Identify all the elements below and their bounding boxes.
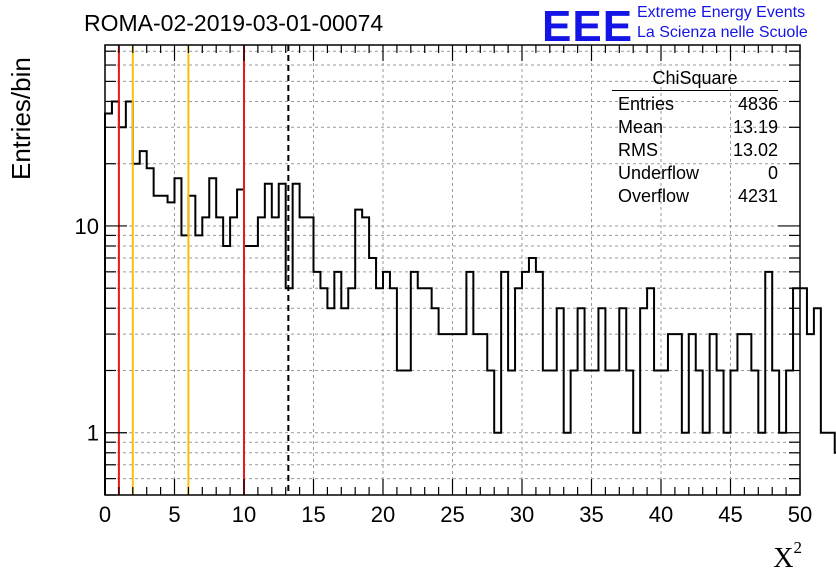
x-axis-label: X2	[773, 538, 802, 575]
x-tick-label: 10	[232, 502, 256, 527]
x-tick-label: 50	[788, 502, 812, 527]
x-tick-label: 0	[99, 502, 111, 527]
stats-box: ChiSquare Entries 4836 Mean 13.19 RMS 13.02…	[612, 68, 778, 208]
stats-row-underflow: Underflow 0	[612, 162, 778, 185]
x-axis-label-sup: 2	[793, 538, 803, 557]
stats-label: Overflow	[618, 186, 690, 206]
stats-row-mean: Mean 13.19	[612, 116, 778, 139]
x-tick-label: 25	[440, 502, 464, 527]
y-axis-label: Entries/bin	[6, 57, 36, 180]
stats-value: 13.19	[732, 117, 778, 137]
chart-title: ROMA-02-2019-03-01-00074	[84, 10, 384, 36]
x-tick-label: 5	[168, 502, 180, 527]
histogram-series	[104, 100, 836, 495]
x-tick-label: 15	[301, 502, 325, 527]
x-axis-label-base: X	[773, 543, 794, 574]
y-tick-label: 10	[75, 214, 99, 239]
x-tick-label: 40	[649, 502, 673, 527]
x-tick-label: 30	[510, 502, 534, 527]
x-tick-label: 20	[371, 502, 395, 527]
stats-label: Underflow	[618, 163, 700, 183]
stats-row-overflow: Overflow 4231	[612, 185, 778, 208]
x-tick-label: 35	[579, 502, 603, 527]
y-tick-label: 1	[87, 421, 99, 446]
stats-value: 0	[767, 163, 778, 183]
logo-line-1: Extreme Energy Events	[637, 4, 806, 21]
eee-logo: EEE	[542, 2, 634, 51]
logo-line-2: La Scienza nelle Scuole	[637, 24, 808, 41]
stats-label: RMS	[618, 140, 658, 160]
stats-value: 13.02	[732, 140, 778, 160]
x-tick-label: 45	[718, 502, 742, 527]
stats-row-entries: Entries 4836	[612, 93, 778, 116]
stats-label: Mean	[618, 117, 664, 137]
stats-value: 4836	[737, 94, 778, 114]
stats-label: Entries	[618, 94, 675, 114]
stats-title: ChiSquare	[612, 68, 778, 91]
stats-value: 4231	[737, 186, 778, 206]
stats-row-rms: RMS 13.02	[612, 139, 778, 162]
